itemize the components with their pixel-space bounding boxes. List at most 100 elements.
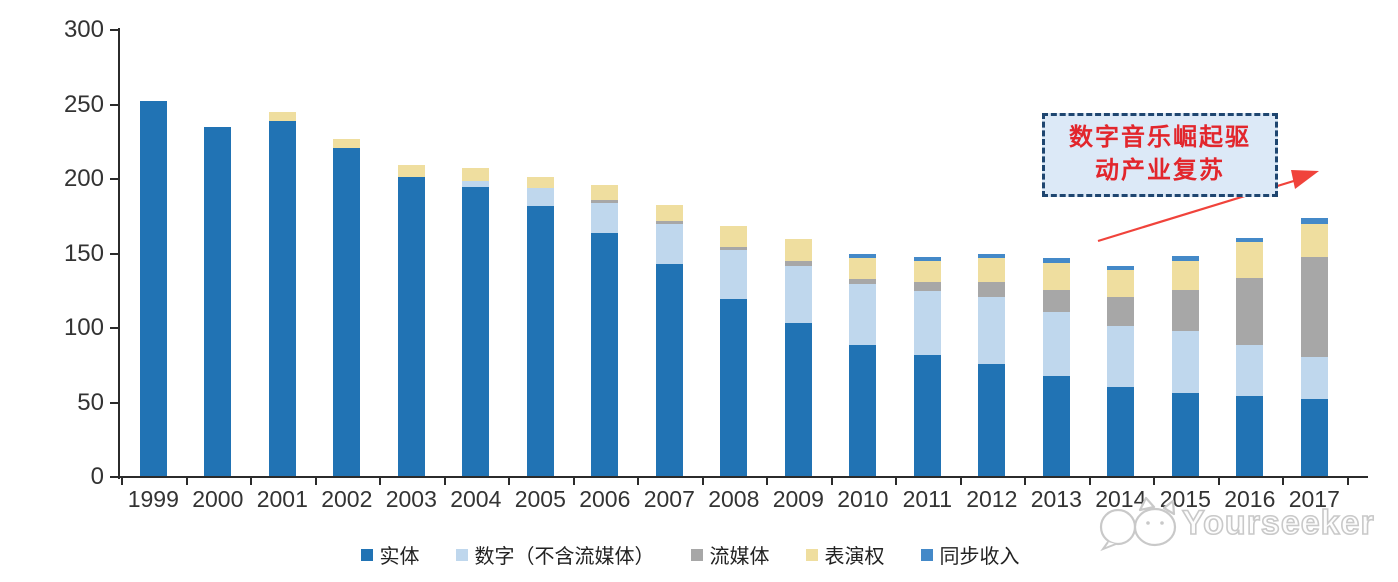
x-tick	[1024, 478, 1027, 485]
legend-label: 流媒体	[709, 546, 770, 568]
x-tick-label: 2009	[772, 486, 824, 512]
bar-2017	[1300, 218, 1328, 476]
bar-2005	[526, 176, 554, 476]
x-tick-label: 2008	[708, 486, 760, 512]
bar-segment-数字（不含流媒体）	[462, 181, 490, 187]
bar-segment-实体	[913, 355, 941, 476]
x-tick-label: 2007	[643, 486, 695, 512]
bar-segment-同步收入	[1042, 258, 1070, 263]
watermark: Yourseeker	[1094, 492, 1384, 554]
bar-segment-流媒体	[1236, 277, 1264, 345]
bar-segment-同步收入	[1171, 255, 1199, 262]
bar-2007	[655, 204, 683, 476]
bar-segment-表演权	[1042, 262, 1070, 290]
bar-segment-表演权	[1171, 261, 1199, 290]
x-tick-label: 2017	[1288, 486, 1340, 512]
bar-segment-数字（不含流媒体）	[913, 291, 941, 356]
x-tick	[508, 478, 511, 485]
bar-segment-数字（不含流媒体）	[1236, 344, 1264, 396]
bar-segment-实体	[268, 121, 296, 476]
annotation-callout: 数字音乐崛起驱 动产业复苏	[1042, 113, 1278, 197]
bar-segment-同步收入	[1107, 265, 1135, 271]
bar-segment-数字（不含流媒体）	[1042, 312, 1070, 377]
legend-swatch-icon	[455, 548, 468, 561]
bar-2003	[397, 164, 425, 476]
x-tick-label: 1999	[127, 486, 179, 512]
y-tick	[110, 476, 118, 478]
bar-2016	[1236, 237, 1264, 476]
bar-segment-表演权	[978, 258, 1006, 283]
x-tick	[572, 478, 575, 485]
bar-segment-实体	[1171, 392, 1199, 476]
bar-segment-数字（不含流媒体）	[1107, 325, 1135, 387]
bar-segment-表演权	[1107, 270, 1135, 298]
bar-segment-表演权	[849, 258, 877, 280]
y-tick-label: 250	[63, 90, 104, 118]
bar-segment-实体	[397, 176, 425, 476]
y-tick	[110, 29, 118, 31]
y-tick-label: 200	[63, 165, 104, 192]
bar-segment-流媒体	[655, 221, 683, 225]
x-tick-label: 2001	[256, 486, 308, 512]
y-tick	[110, 178, 118, 180]
bar-2004	[462, 167, 490, 476]
legend-item-流媒体: 流媒体	[690, 540, 770, 569]
bar-2010	[849, 254, 877, 476]
x-tick-label: 2004	[450, 486, 502, 512]
x-tick	[185, 478, 188, 485]
legend: 实体 数字（不含流媒体） 流媒体 表演权 同步收入	[120, 540, 1260, 569]
x-tick-label: 2013	[1030, 486, 1082, 512]
bar-segment-数字（不含流媒体）	[849, 283, 877, 345]
legend-swatch-icon	[805, 548, 818, 561]
bar-segment-同步收入	[849, 254, 877, 259]
bar-segment-数字（不含流媒体）	[1300, 356, 1328, 399]
legend-label: 实体	[379, 546, 420, 568]
y-tick	[110, 103, 118, 106]
legend-label: 同步收入	[939, 546, 1020, 568]
bar-segment-表演权	[591, 185, 619, 201]
bar-segment-实体	[1300, 398, 1328, 476]
bar-segment-流媒体	[978, 282, 1006, 298]
x-tick	[443, 478, 446, 485]
x-tick-label: 2005	[514, 486, 566, 512]
bar-segment-实体	[204, 127, 232, 476]
bar-2013	[1042, 258, 1070, 476]
bar-segment-表演权	[1236, 242, 1264, 278]
bar-segment-流媒体	[1107, 297, 1135, 326]
x-tick	[1346, 478, 1349, 485]
bar-segment-数字（不含流媒体）	[1171, 331, 1199, 393]
x-tick	[1088, 478, 1091, 485]
bar-segment-表演权	[784, 239, 812, 262]
bar-segment-表演权	[1300, 224, 1328, 257]
bar-segment-流媒体	[1300, 256, 1328, 357]
bar-2015	[1171, 255, 1199, 476]
bar-segment-实体	[1236, 395, 1264, 476]
bar-segment-流媒体	[720, 246, 748, 250]
x-tick	[379, 478, 382, 485]
bar-segment-表演权	[655, 204, 683, 222]
legend-label: 表演权	[824, 546, 885, 568]
legend-swatch-icon	[920, 548, 933, 561]
bar-2012	[978, 254, 1006, 476]
y-tick	[110, 327, 118, 329]
x-tick-label: 2011	[902, 486, 953, 512]
bar-segment-流媒体	[849, 279, 877, 284]
bar-segment-实体	[1042, 376, 1070, 476]
bar-segment-表演权	[397, 164, 425, 177]
bar-2000	[204, 127, 232, 476]
bar-2009	[784, 239, 812, 476]
legend-item-同步收入: 同步收入	[920, 540, 1020, 569]
x-tick	[895, 478, 898, 485]
legend-item-数字（不含流媒体）: 数字（不含流媒体）	[455, 540, 655, 569]
x-axis	[118, 476, 1368, 478]
legend-swatch-icon	[360, 548, 373, 561]
bar-segment-数字（不含流媒体）	[978, 297, 1006, 365]
x-tick	[701, 478, 704, 485]
bar-segment-同步收入	[978, 254, 1006, 259]
x-tick-label: 2000	[192, 486, 244, 512]
annotation-text-line1: 数字音乐崛起驱	[1069, 125, 1251, 151]
y-tick-label: 0	[90, 463, 104, 490]
x-tick	[959, 478, 962, 485]
x-tick	[1153, 478, 1156, 485]
